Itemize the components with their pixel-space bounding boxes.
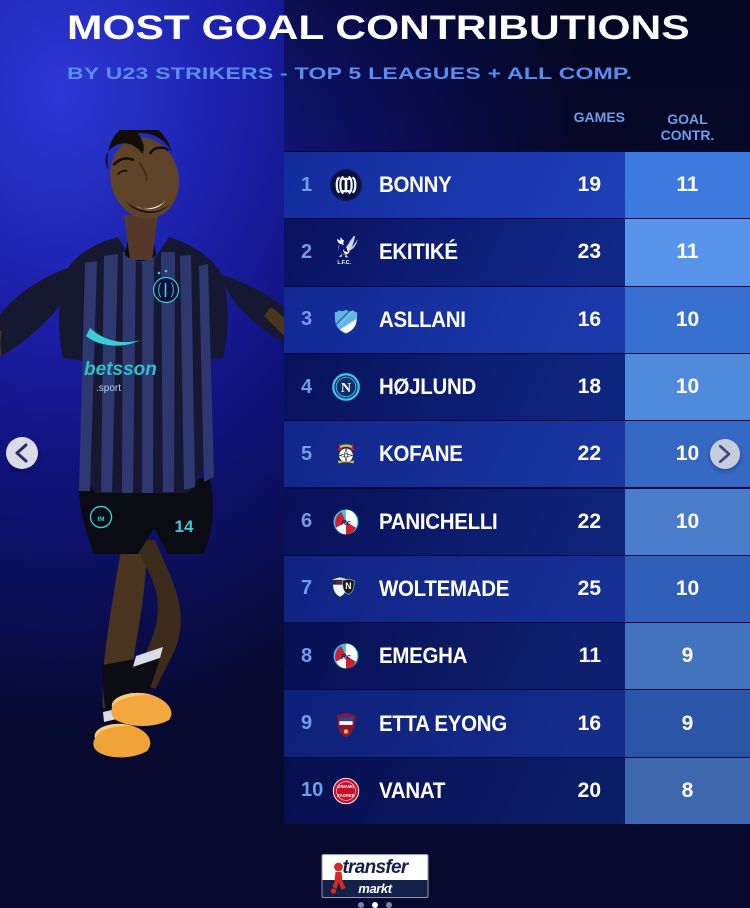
svg-text:14: 14 xyxy=(175,517,194,536)
svg-text:IM: IM xyxy=(97,516,104,523)
svg-text:.sport: .sport xyxy=(96,383,121,394)
svg-text:betsson: betsson xyxy=(84,359,157,380)
